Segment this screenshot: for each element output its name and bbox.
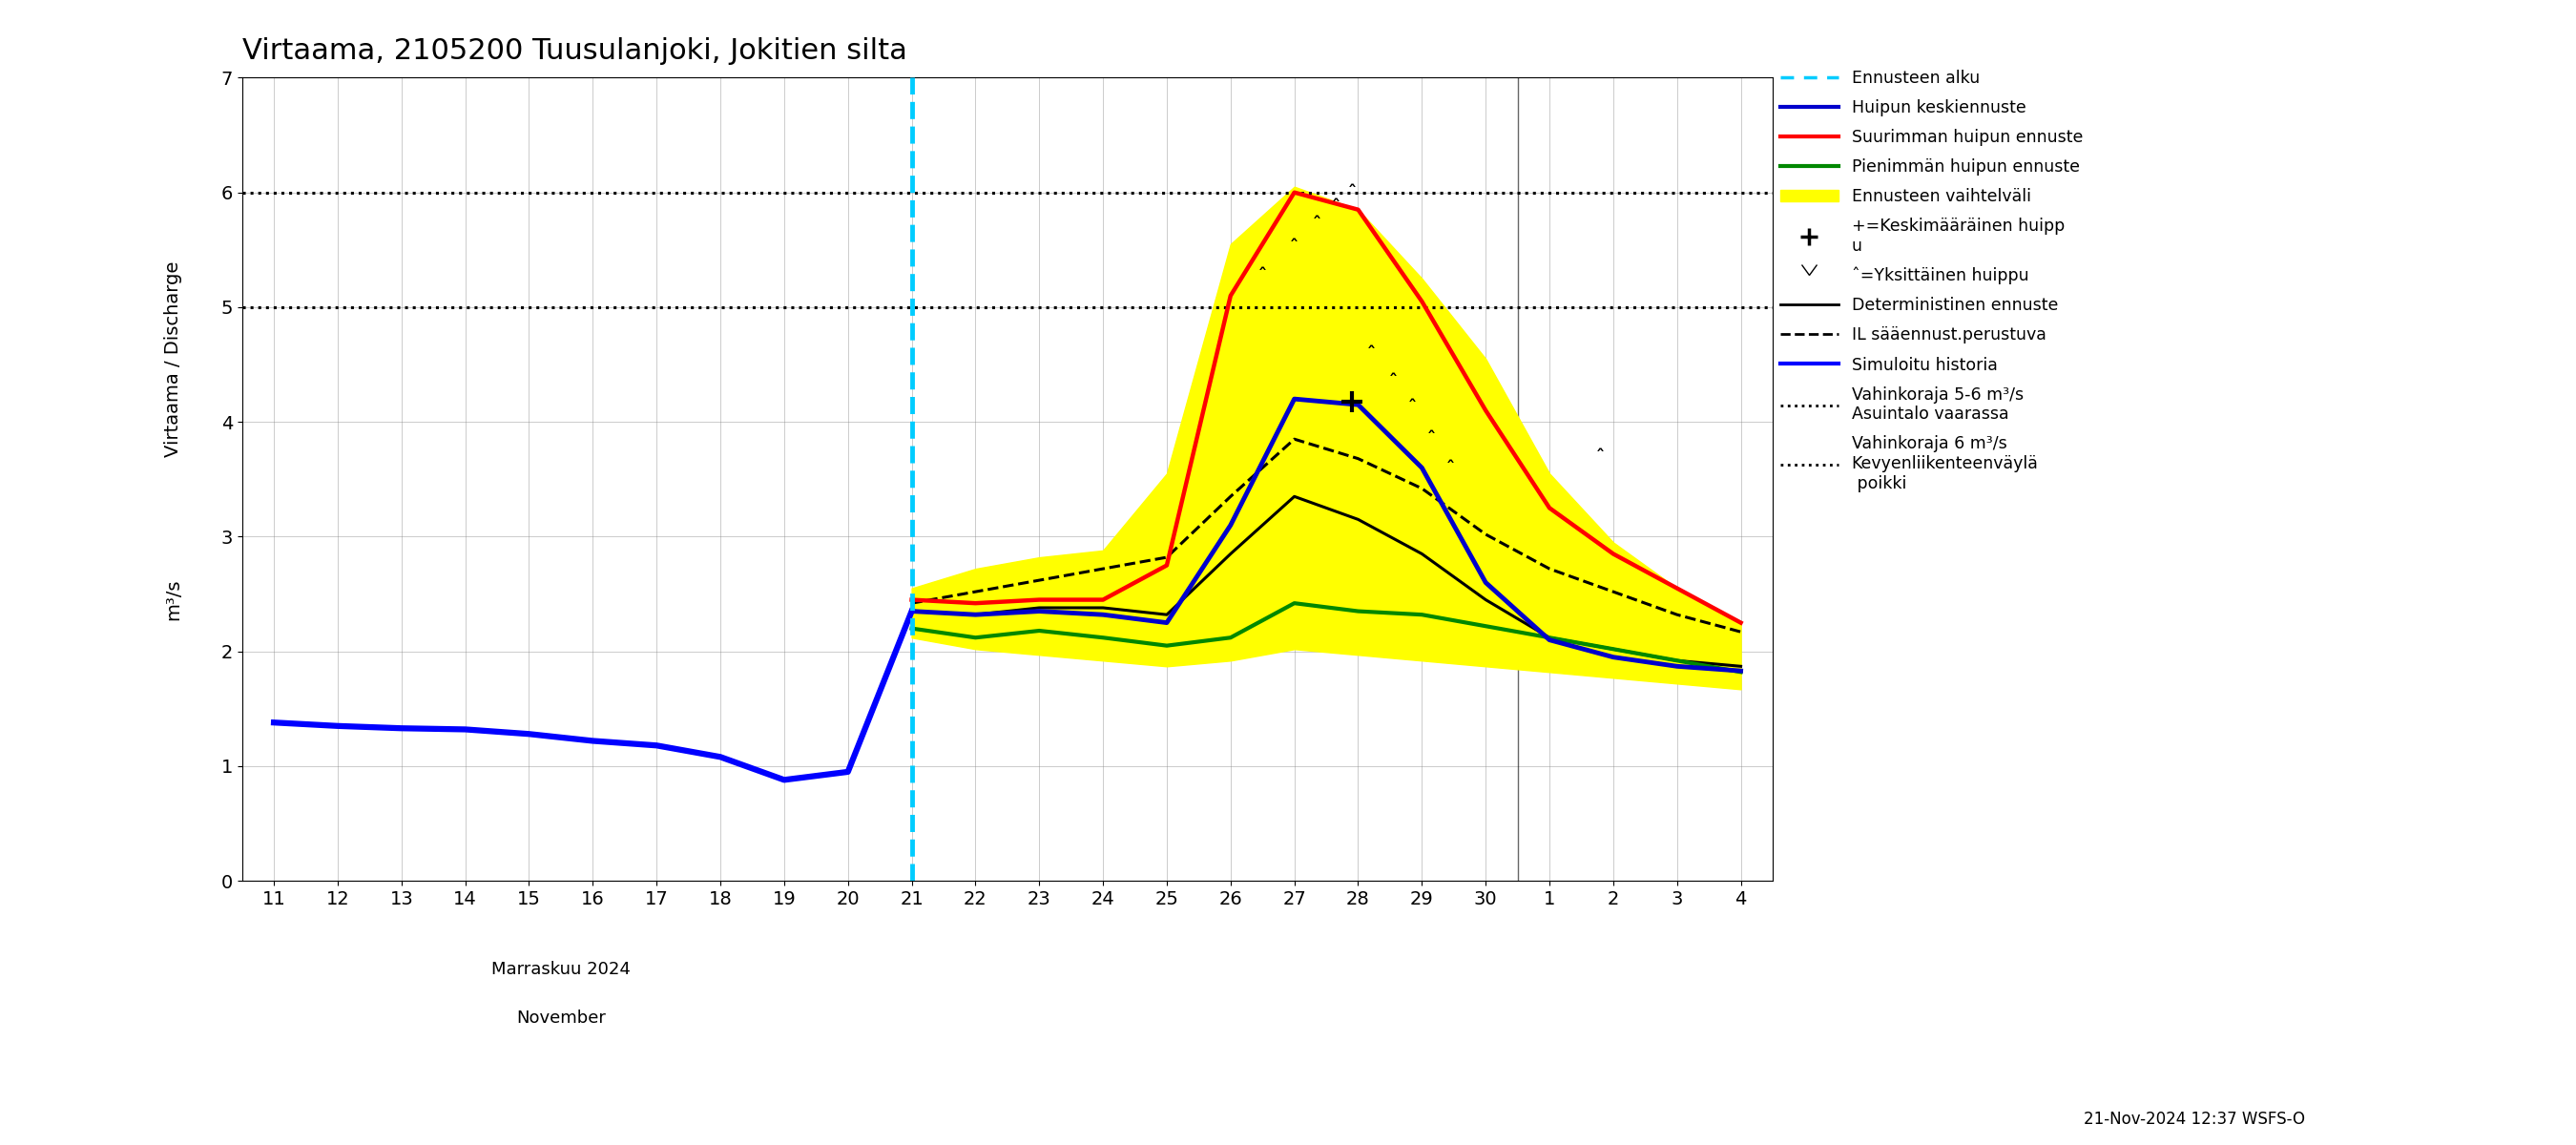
Text: Virtaama, 2105200 Tuusulanjoki, Jokitien silta: Virtaama, 2105200 Tuusulanjoki, Jokitien… bbox=[242, 37, 907, 65]
Text: ˆ: ˆ bbox=[1427, 431, 1435, 448]
Text: November: November bbox=[515, 1010, 605, 1027]
Text: ˆ: ˆ bbox=[1445, 460, 1455, 477]
Text: 21-Nov-2024 12:37 WSFS-O: 21-Nov-2024 12:37 WSFS-O bbox=[2084, 1111, 2306, 1128]
Text: ˆ: ˆ bbox=[1332, 198, 1340, 215]
Text: ˆ: ˆ bbox=[1311, 215, 1321, 232]
Text: Virtaama / Discharge: Virtaama / Discharge bbox=[165, 261, 183, 457]
Text: ˆ: ˆ bbox=[1388, 372, 1399, 389]
Text: ˆ: ˆ bbox=[1597, 449, 1605, 466]
Legend: Ennusteen alku, Huipun keskiennuste, Suurimman huipun ennuste, Pienimmän huipun : Ennusteen alku, Huipun keskiennuste, Suu… bbox=[1780, 70, 2084, 492]
Text: Marraskuu 2024: Marraskuu 2024 bbox=[492, 961, 631, 978]
Text: m³/s: m³/s bbox=[165, 579, 183, 621]
Text: ˆ: ˆ bbox=[1291, 238, 1298, 255]
Text: ˆ: ˆ bbox=[1368, 345, 1376, 362]
Text: ˆ: ˆ bbox=[1409, 398, 1417, 416]
Text: ˆ: ˆ bbox=[1257, 267, 1267, 284]
Text: ˆ: ˆ bbox=[1347, 184, 1355, 202]
